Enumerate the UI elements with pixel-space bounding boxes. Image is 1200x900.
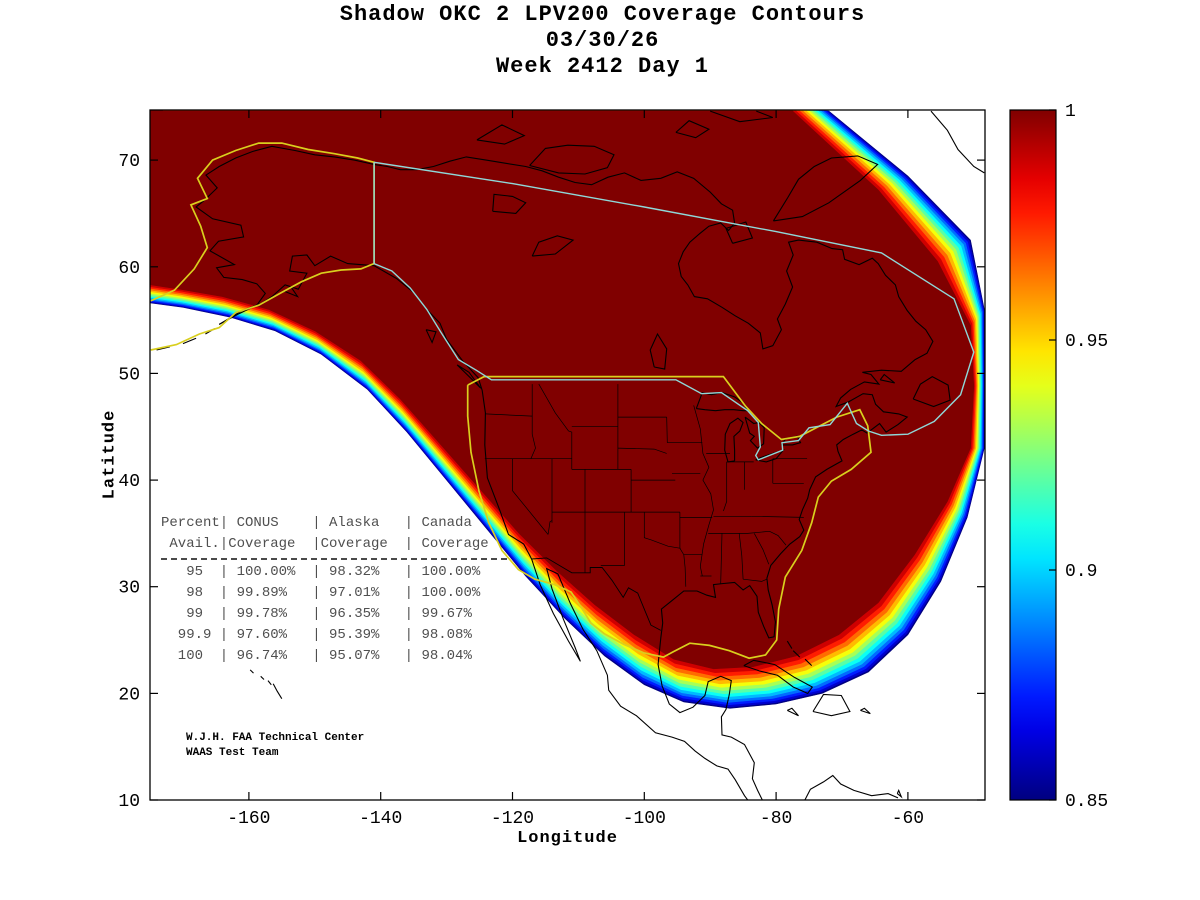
svg-text:20: 20 (118, 685, 140, 705)
svg-text:70: 70 (118, 152, 140, 172)
svg-text:-100: -100 (623, 809, 666, 829)
plot-title: Shadow OKC 2 LPV200 Coverage Contours (339, 2, 866, 27)
map-layers (150, 110, 985, 800)
svg-text:60: 60 (118, 259, 140, 279)
alaska-service-boundary (150, 142, 375, 351)
svg-text:-120: -120 (491, 809, 534, 829)
svg-text:0.95: 0.95 (1065, 332, 1108, 352)
credit-text: W.J.H. FAA Technical Center WAAS Test Te… (186, 731, 364, 761)
coverage-table: Percent| CONUS | Alaska | Canada Avail.|… (161, 513, 507, 667)
svg-text:10: 10 (118, 792, 140, 812)
svg-text:40: 40 (118, 472, 140, 492)
credit-line-1: W.J.H. FAA Technical Center (186, 732, 365, 744)
svg-text:-160: -160 (227, 809, 270, 829)
coastlines (195, 145, 934, 800)
svg-text:1: 1 (1065, 102, 1076, 122)
state-boundaries (484, 383, 808, 587)
coverage-table-header: Percent| CONUS | Alaska | Canada Avail.|… (161, 515, 489, 552)
mexico-border (531, 557, 662, 631)
x-axis-label: Longitude (517, 829, 618, 848)
colorbar: 1 0.95 0.9 0.85 (1009, 102, 1108, 812)
islands (156, 110, 985, 800)
plot-date: 03/30/26 (545, 28, 660, 53)
svg-text:0.9: 0.9 (1065, 562, 1097, 582)
svg-text:-140: -140 (359, 809, 402, 829)
svg-text:-80: -80 (760, 809, 792, 829)
svg-text:0.85: 0.85 (1065, 792, 1108, 812)
plot-title-block: Shadow OKC 2 LPV200 Coverage Contours 03… (150, 2, 1055, 80)
lakes (492, 193, 802, 463)
credit-line-2: WAAS Test Team (186, 747, 279, 759)
svg-text:30: 30 (118, 579, 140, 599)
table-separator (161, 558, 507, 560)
axes-frame: -160 -140 -120 -100 -80 -60 70 60 50 40 30 20 10 (118, 109, 986, 829)
coverage-table-rows: 95 | 100.00% | 98.32% | 100.00% 98 | 99.… (177, 564, 481, 664)
canada-service-boundary (373, 161, 975, 461)
conus-service-boundary (466, 375, 872, 660)
y-axis-label: Latitude (100, 409, 120, 500)
svg-text:-60: -60 (892, 809, 924, 829)
plot-week-day: Week 2412 Day 1 (495, 54, 710, 79)
svg-text:50: 50 (118, 365, 140, 385)
